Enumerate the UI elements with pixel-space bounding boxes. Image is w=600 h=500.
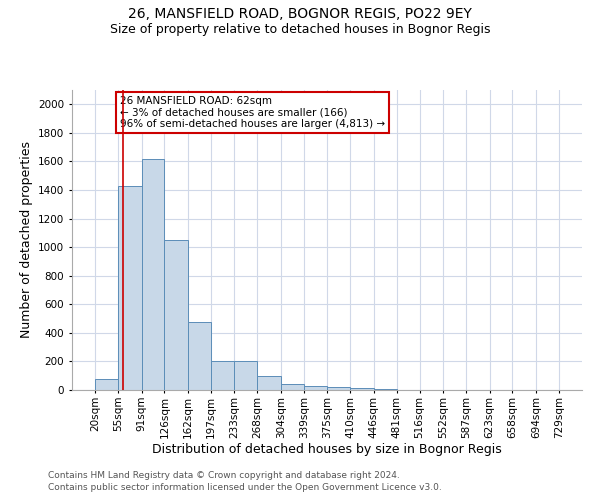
- Text: 26, MANSFIELD ROAD, BOGNOR REGIS, PO22 9EY: 26, MANSFIELD ROAD, BOGNOR REGIS, PO22 9…: [128, 8, 472, 22]
- Y-axis label: Number of detached properties: Number of detached properties: [20, 142, 32, 338]
- Bar: [164, 240, 188, 390]
- Bar: [95, 380, 118, 390]
- Bar: [304, 386, 328, 390]
- Bar: [188, 322, 211, 390]
- Text: Contains HM Land Registry data © Crown copyright and database right 2024.: Contains HM Land Registry data © Crown c…: [48, 471, 400, 480]
- Bar: [281, 384, 304, 390]
- Bar: [374, 389, 397, 390]
- Bar: [350, 388, 374, 390]
- Bar: [118, 186, 142, 390]
- Bar: [142, 158, 164, 390]
- Text: Size of property relative to detached houses in Bognor Regis: Size of property relative to detached ho…: [110, 22, 490, 36]
- Bar: [328, 387, 350, 390]
- Text: Contains public sector information licensed under the Open Government Licence v3: Contains public sector information licen…: [48, 484, 442, 492]
- Bar: [211, 362, 235, 390]
- Text: 26 MANSFIELD ROAD: 62sqm
← 3% of detached houses are smaller (166)
96% of semi-d: 26 MANSFIELD ROAD: 62sqm ← 3% of detache…: [120, 96, 385, 129]
- Bar: [235, 362, 257, 390]
- Text: Distribution of detached houses by size in Bognor Regis: Distribution of detached houses by size …: [152, 442, 502, 456]
- Bar: [257, 376, 281, 390]
